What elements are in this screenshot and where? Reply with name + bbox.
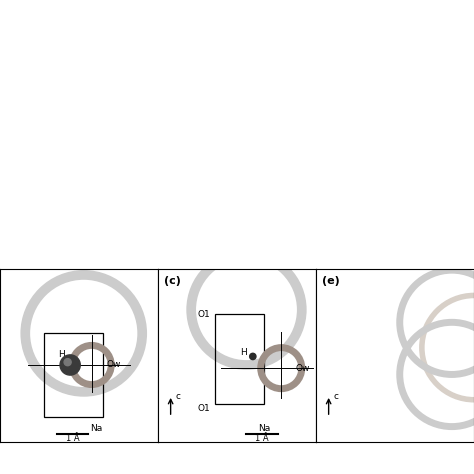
Text: O1: O1 <box>197 404 210 413</box>
Text: (c): (c) <box>164 276 181 286</box>
Text: Na: Na <box>258 424 270 433</box>
Circle shape <box>250 353 256 360</box>
Circle shape <box>64 359 71 365</box>
Circle shape <box>60 355 80 375</box>
Text: Ow: Ow <box>107 361 121 369</box>
Text: H: H <box>240 348 246 357</box>
Bar <box>44 333 103 417</box>
Text: Na: Na <box>90 424 102 433</box>
Text: 1 Å: 1 Å <box>255 434 269 443</box>
Text: c: c <box>333 392 338 401</box>
Text: c: c <box>175 392 180 401</box>
Text: 1 Å: 1 Å <box>66 434 80 443</box>
Text: Ow: Ow <box>295 364 310 373</box>
Text: (e): (e) <box>322 276 340 286</box>
Text: H: H <box>58 350 65 359</box>
Bar <box>215 314 264 404</box>
Text: O1: O1 <box>197 310 210 319</box>
